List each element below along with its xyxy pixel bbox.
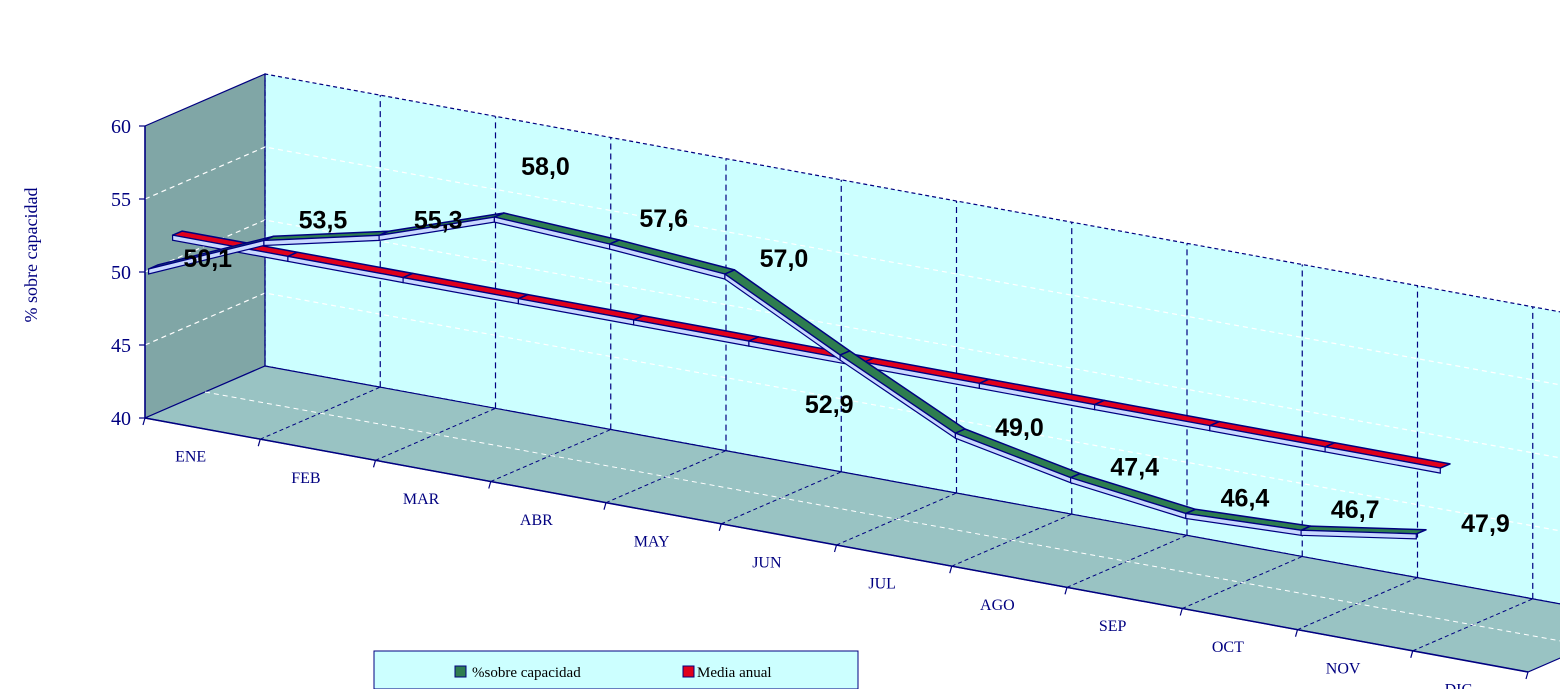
data-label: 55,3 <box>414 206 463 234</box>
floor-midline <box>204 391 1560 642</box>
x-tick-label: JUL <box>868 576 896 593</box>
y-axis-label: % sobre capacidad <box>21 188 41 323</box>
x-tick-mark-11 <box>1410 650 1414 658</box>
y-tick-label: 40 <box>111 408 131 430</box>
series-0-edge-10 <box>1300 529 1417 540</box>
chart-series <box>147 212 1451 540</box>
chart-walls <box>142 73 1560 673</box>
x-tick-label: MAR <box>403 491 440 508</box>
data-label: 57,6 <box>639 205 688 233</box>
data-label: 47,4 <box>1110 454 1159 482</box>
x-tick-mark-3 <box>488 481 492 489</box>
x-tick-label: JUN <box>752 554 782 571</box>
chart-data-labels: 50,1 53,5 55,3 58,0 57,6 57,0 52,9 49,0 47,4 46,4… <box>183 153 1509 538</box>
data-label: 46,4 <box>1221 484 1270 512</box>
chart-gridlines <box>144 74 1560 652</box>
x-tick-label: ABR <box>520 512 553 529</box>
x-tick-mark-0 <box>142 417 146 426</box>
legend-box <box>373 650 859 689</box>
data-label: 58,0 <box>521 153 570 181</box>
x-tick-label: MAY <box>634 533 670 550</box>
y-tick-label: 60 <box>111 116 131 138</box>
data-label: 52,9 <box>805 391 854 419</box>
x-tick-label: SEP <box>1099 618 1127 635</box>
legend-swatch-capacidad <box>454 665 467 678</box>
x-tick-label: FEB <box>291 470 320 487</box>
x-tick-label: AGO <box>980 597 1015 614</box>
series-1-edge-10 <box>1324 446 1441 474</box>
x-tick-mark-7 <box>949 566 953 574</box>
x-tick-label: NOV <box>1326 660 1361 677</box>
x-tick-mark-10 <box>1294 629 1299 637</box>
data-label: 50,1 <box>183 245 232 273</box>
x-tick-mark-5 <box>718 523 722 531</box>
data-label: 57,0 <box>760 245 809 273</box>
legend-label-capacidad: %sobre capacidad <box>472 665 581 681</box>
x-tick-mark-6 <box>833 544 838 553</box>
data-label: 49,0 <box>995 414 1044 442</box>
x-tick-mark-2 <box>372 460 377 468</box>
legend-swatch-media <box>682 665 695 678</box>
x-tick-label: ENE <box>175 449 206 466</box>
y-tick-label: 45 <box>111 335 131 357</box>
data-label: 46,7 <box>1331 496 1380 524</box>
x-tick-label: DIC <box>1445 681 1473 689</box>
x-tick-mark-8 <box>1064 587 1068 595</box>
legend: %sobre capacidad Media anual <box>373 650 859 689</box>
x-tick-label: OCT <box>1212 639 1244 656</box>
y-tick-label: 50 <box>111 262 131 284</box>
y-tick-label: 55 <box>111 189 131 211</box>
chart-axes: 40 45 50 55 60 ENE FEB MAR ABR MAY JUN JUL AGO SEP OCT… <box>111 116 1529 689</box>
x-tick-mark-4 <box>603 502 607 510</box>
data-label: 47,9 <box>1461 510 1510 538</box>
x-tick-mark-9 <box>1179 608 1183 616</box>
legend-label-media: Media anual <box>697 665 772 681</box>
x-tick-mark-1 <box>257 439 261 447</box>
x-tick-mark-12 <box>1525 671 1529 680</box>
data-label: 53,5 <box>299 206 348 234</box>
y-gridline-3 <box>144 146 1560 386</box>
